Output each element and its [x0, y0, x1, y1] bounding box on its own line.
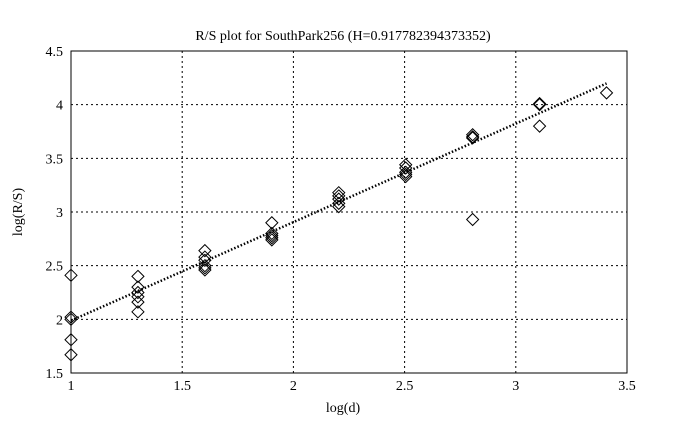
data-point — [198, 261, 212, 275]
data-point — [131, 305, 145, 319]
data-point — [131, 295, 145, 309]
data-point — [332, 185, 346, 200]
data-point — [465, 212, 480, 227]
data-point — [198, 253, 212, 268]
x-tick-label: 2 — [290, 379, 297, 394]
x-tick-label: 1.5 — [173, 379, 191, 394]
data-point — [265, 231, 279, 245]
data-point — [332, 192, 346, 206]
data-point — [332, 196, 346, 211]
y-tick-label: 4 — [56, 99, 63, 114]
data-point — [532, 97, 547, 112]
data-point — [198, 258, 212, 273]
data-point — [265, 233, 279, 247]
data-point — [131, 269, 145, 284]
x-axis-label: log(d) — [326, 401, 361, 416]
y-tick-label: 1.5 — [46, 367, 64, 382]
data-point — [198, 243, 212, 258]
y-axis-label: log(R/S) — [11, 188, 26, 237]
data-point — [265, 228, 279, 243]
data-point — [399, 161, 413, 175]
data-point — [532, 96, 547, 111]
data-point — [332, 189, 346, 203]
data-point — [198, 263, 212, 277]
y-tick-label: 3 — [56, 206, 63, 221]
data-point — [399, 167, 413, 182]
data-point — [332, 199, 346, 214]
x-tick-label: 3 — [512, 379, 519, 394]
data-point — [131, 280, 145, 294]
data-point — [265, 216, 279, 230]
data-point — [131, 290, 145, 304]
data-point — [399, 165, 413, 179]
data-point — [599, 86, 614, 100]
data-point — [198, 250, 212, 264]
chart-title: R/S plot for SouthPark256 (H=0.917782394… — [195, 29, 491, 44]
plot-frame — [70, 50, 628, 374]
y-tick-label: 2 — [56, 313, 63, 328]
data-point — [532, 119, 547, 133]
y-tick-label: 2.5 — [46, 260, 64, 275]
data-point — [465, 130, 480, 144]
x-tick-label: 3.5 — [618, 379, 636, 394]
y-tick-label: 4.5 — [46, 45, 64, 60]
data-point — [465, 128, 480, 142]
x-tick-label: 2.5 — [396, 379, 414, 394]
data-point — [465, 131, 480, 145]
data-point — [131, 285, 145, 300]
data-point — [265, 226, 279, 241]
x-tick-label: 1 — [68, 379, 75, 394]
data-point — [399, 169, 413, 184]
y-tick-label: 3.5 — [46, 152, 64, 167]
